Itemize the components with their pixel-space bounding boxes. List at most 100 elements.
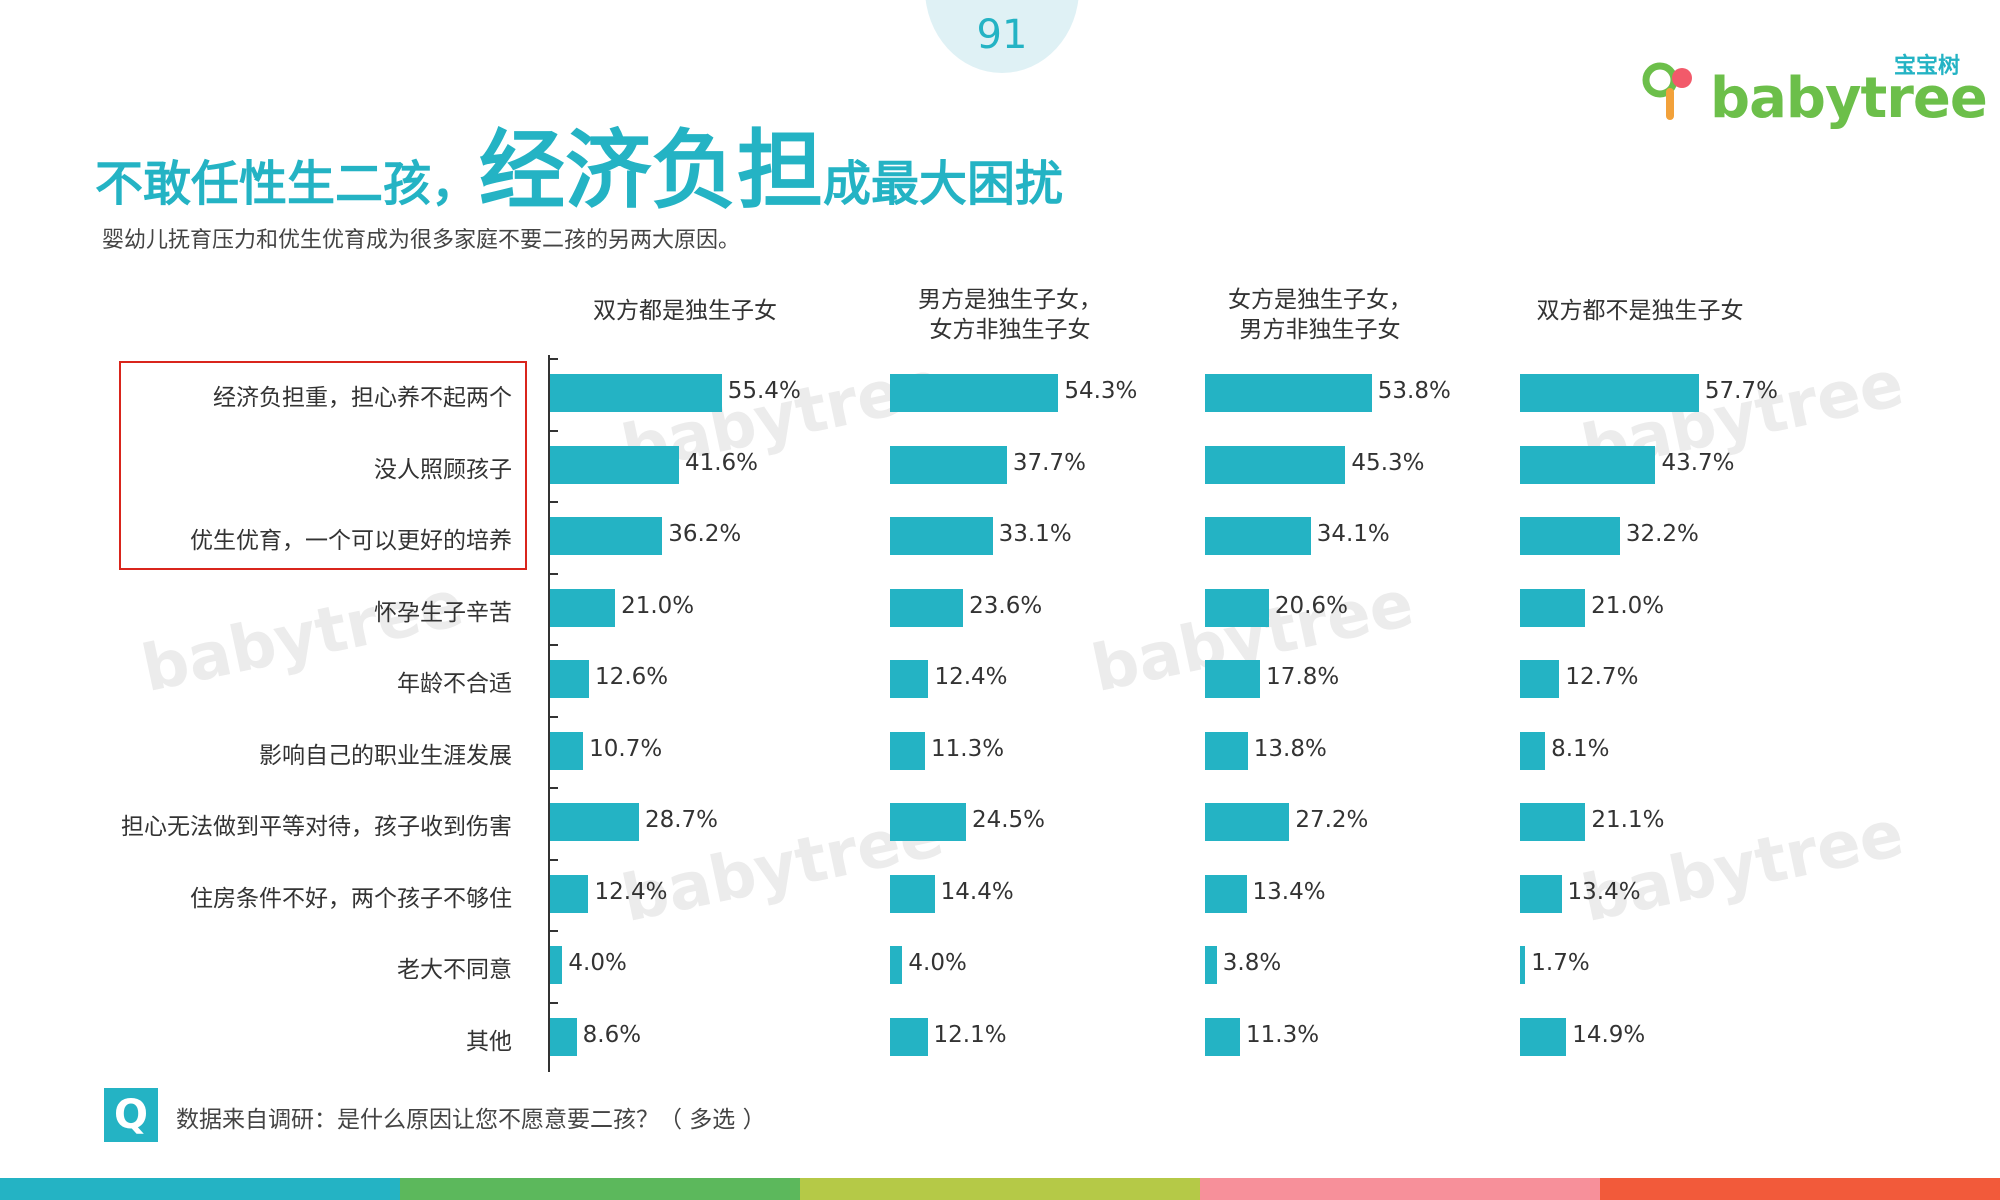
- tree-logo-icon: [1642, 62, 1692, 120]
- bar: [1205, 874, 1247, 913]
- data-label: 20.6%: [1274, 592, 1348, 619]
- series-header: 女方是独生子女， 男方非独生子女: [1228, 287, 1412, 343]
- footer-segment: [0, 1178, 400, 1200]
- bar: [1205, 946, 1217, 984]
- bar: [1520, 731, 1546, 770]
- bar: [550, 803, 639, 841]
- data-label: 43.7%: [1661, 449, 1735, 476]
- bar: [550, 445, 679, 484]
- data-label: 8.6%: [582, 1021, 642, 1048]
- logo-text-cn: 宝宝树: [1893, 54, 1960, 79]
- bar: [890, 731, 926, 770]
- logo-text-en: babytree: [1710, 66, 1988, 131]
- data-label: 4.0%: [568, 950, 627, 976]
- bar: [1205, 445, 1346, 484]
- axis-tick: [548, 715, 558, 718]
- category-label: 其他: [466, 1028, 512, 1055]
- axis-tick: [548, 429, 558, 432]
- bar: [1205, 1017, 1241, 1056]
- data-label: 33.1%: [998, 521, 1072, 547]
- data-label: 1.7%: [1531, 950, 1590, 976]
- bar: [1520, 660, 1560, 698]
- category-label: 经济负担重，担心养不起两个: [213, 385, 512, 411]
- data-label: 21.1%: [1591, 807, 1665, 833]
- page-number: 91: [976, 12, 1028, 58]
- axis-tick: [548, 644, 558, 646]
- title-part-3: 成最大困扰: [823, 156, 1064, 212]
- bar: [890, 445, 1007, 484]
- bar: [890, 588, 964, 627]
- bar: [1205, 660, 1261, 698]
- axis-tick: [548, 358, 558, 360]
- data-label: 32.2%: [1625, 521, 1699, 547]
- bar: [550, 946, 563, 984]
- bar: [550, 588, 616, 627]
- category-label: 住房条件不好，两个孩子不够住: [190, 885, 512, 912]
- bar: [1205, 517, 1311, 555]
- data-label: 21.0%: [1591, 592, 1665, 619]
- footer-segment: [1200, 1178, 1600, 1200]
- title-emphasis: 经济负担: [479, 121, 824, 221]
- bar: [550, 1017, 577, 1056]
- data-label: 57.7%: [1704, 378, 1778, 404]
- bar: [1205, 731, 1248, 770]
- data-label: 12.7%: [1565, 664, 1639, 690]
- data-label: 8.1%: [1551, 735, 1610, 762]
- title-part-1: 不敢任性生二孩，: [95, 156, 480, 212]
- subtitle: 婴幼儿抚育压力和优生优育成为很多家庭不要二孩的另两大原因。: [102, 228, 741, 253]
- series-header: 双方都是独生子女: [593, 298, 777, 324]
- bar: [1205, 803, 1290, 841]
- data-label: 28.7%: [644, 807, 719, 833]
- data-label: 27.2%: [1295, 807, 1369, 833]
- bar: [1520, 946, 1526, 984]
- axis-tick: [548, 572, 558, 575]
- bar: [1520, 517, 1620, 555]
- bar: [550, 660, 590, 698]
- category-label: 没人照顾孩子: [374, 456, 512, 483]
- data-label: 12.1%: [933, 1021, 1007, 1048]
- data-label: 3.8%: [1222, 950, 1282, 976]
- axis-tick: [548, 787, 558, 789]
- data-label: 55.4%: [727, 378, 801, 404]
- bar: [550, 374, 722, 412]
- data-label: 11.3%: [1246, 1021, 1320, 1048]
- page-title: 不敢任性生二孩，经济负担成最大困扰: [95, 100, 1063, 225]
- y-axis-line: [548, 355, 550, 1072]
- data-label: 17.8%: [1266, 664, 1340, 690]
- bar: [1520, 445, 1656, 484]
- data-label: 13.4%: [1252, 878, 1326, 905]
- data-label: 12.6%: [595, 664, 669, 690]
- footer-segment: [800, 1178, 1200, 1200]
- data-label: 41.6%: [684, 449, 759, 476]
- data-label: 24.5%: [971, 807, 1046, 833]
- data-label: 12.4%: [594, 878, 668, 905]
- data-label: 21.0%: [621, 592, 695, 619]
- bar: [550, 731, 584, 770]
- bar: [890, 803, 966, 841]
- data-label: 53.8%: [1377, 378, 1451, 404]
- data-label: 54.3%: [1064, 378, 1138, 404]
- data-label: 37.7%: [1012, 449, 1086, 476]
- series-header: 双方都不是独生子女: [1536, 298, 1744, 324]
- data-label: 14.9%: [1572, 1021, 1646, 1048]
- data-label: 34.1%: [1316, 521, 1390, 547]
- source-note: 数据来自调研：是什么原因让您不愿意要二孩？（ 多选 ）: [176, 1107, 766, 1133]
- data-label: 14.4%: [940, 878, 1014, 905]
- category-label: 影响自己的职业生涯发展: [259, 742, 512, 769]
- bar: [550, 874, 589, 913]
- category-label: 优生优育，一个可以更好的培养: [190, 528, 512, 554]
- footer-segment: [1600, 1178, 2000, 1200]
- series-header: 男方是独生子女， 女方非独生子女: [918, 287, 1102, 343]
- category-label: 担心无法做到平等对待，孩子收到伤害: [121, 814, 512, 840]
- babytree-logo: 宝宝树 babytree: [1640, 48, 1988, 131]
- bar: [550, 517, 663, 555]
- category-label: 老大不同意: [397, 957, 512, 983]
- axis-tick: [548, 930, 558, 932]
- bar: [1520, 874, 1562, 913]
- bar: [1520, 1017, 1567, 1056]
- data-label: 13.4%: [1567, 878, 1641, 905]
- category-label: 年龄不合适: [397, 671, 512, 697]
- bar: [890, 374, 1059, 412]
- axis-tick: [548, 1001, 558, 1004]
- bar: [890, 660, 929, 698]
